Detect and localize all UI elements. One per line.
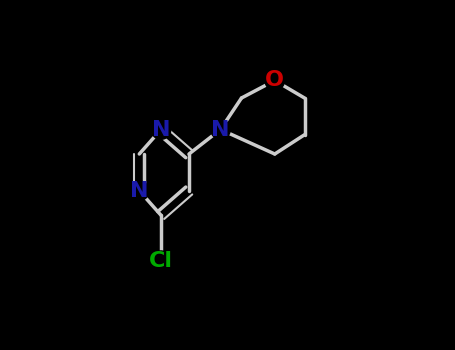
Text: N: N: [130, 181, 148, 201]
Circle shape: [211, 120, 230, 139]
Text: O: O: [265, 70, 284, 91]
Text: N: N: [211, 119, 230, 140]
Text: N: N: [152, 119, 170, 140]
Circle shape: [151, 120, 171, 139]
Text: Cl: Cl: [149, 251, 173, 271]
Circle shape: [151, 251, 171, 271]
Circle shape: [265, 71, 284, 90]
Circle shape: [130, 181, 149, 201]
